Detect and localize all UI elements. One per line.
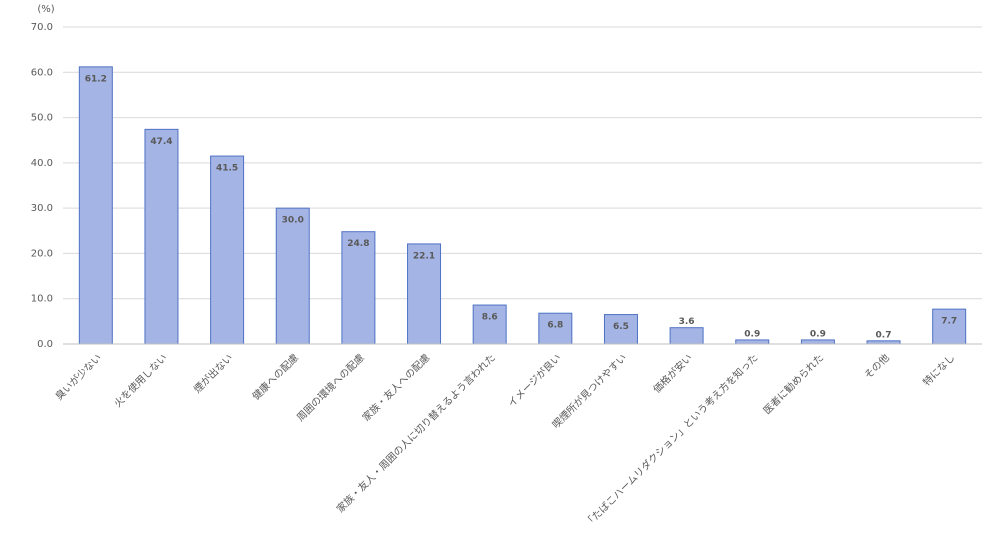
y-tick-label: 30.0 — [31, 203, 53, 214]
y-axis-label: (%) — [37, 4, 54, 15]
value-label: 30.0 — [282, 216, 304, 226]
value-label: 0.9 — [810, 329, 826, 339]
x-tick-label: 家族・友人への配慮 — [359, 351, 432, 424]
x-tick-label: 健康への配慮 — [249, 351, 301, 403]
bar — [210, 155, 245, 345]
bar — [669, 327, 704, 345]
x-tick-label: 煙が出ない — [191, 351, 236, 396]
bar — [932, 308, 967, 345]
y-tick-label: 20.0 — [31, 248, 53, 259]
bar — [472, 304, 507, 345]
x-tick-label: イメージが良い — [505, 351, 564, 410]
value-label: 0.9 — [744, 329, 760, 339]
x-tick-label: 価格が安い — [650, 351, 695, 396]
y-tick-label: 60.0 — [31, 67, 53, 78]
value-label: 24.8 — [347, 239, 369, 249]
bar — [144, 128, 179, 345]
bar — [538, 312, 573, 345]
y-tick-label: 70.0 — [31, 22, 53, 33]
x-tick-label: 周囲の環境への配慮 — [294, 351, 367, 424]
x-tick-label: その他 — [861, 351, 891, 381]
x-tick-label: 特になし — [921, 352, 958, 389]
bar — [275, 207, 310, 345]
x-tick-label: 火を使用しない — [111, 351, 170, 410]
bar — [800, 339, 835, 345]
value-label: 7.7 — [941, 317, 957, 327]
value-label: 6.5 — [613, 322, 629, 332]
bar — [603, 314, 638, 345]
value-label: 0.7 — [876, 330, 892, 340]
value-label: 3.6 — [679, 317, 695, 327]
bar — [78, 66, 113, 345]
y-tick-label: 10.0 — [31, 294, 53, 305]
y-tick-label: 40.0 — [31, 158, 53, 169]
y-tick-label: 50.0 — [31, 113, 53, 124]
value-label: 22.1 — [413, 251, 435, 261]
value-label: 61.2 — [85, 74, 107, 84]
value-label: 6.8 — [547, 321, 563, 331]
value-label: 41.5 — [216, 164, 238, 174]
x-tick-label: 医者に勧められた — [760, 351, 826, 417]
bar — [735, 339, 770, 345]
x-tick-label: 臭いが少ない — [52, 351, 104, 403]
bar — [341, 231, 376, 345]
x-tick-label: 喫煙所が見つけやすい — [549, 351, 629, 431]
value-label: 8.6 — [482, 313, 498, 323]
y-tick-label: 0.0 — [37, 339, 53, 350]
value-label: 47.4 — [150, 137, 172, 147]
